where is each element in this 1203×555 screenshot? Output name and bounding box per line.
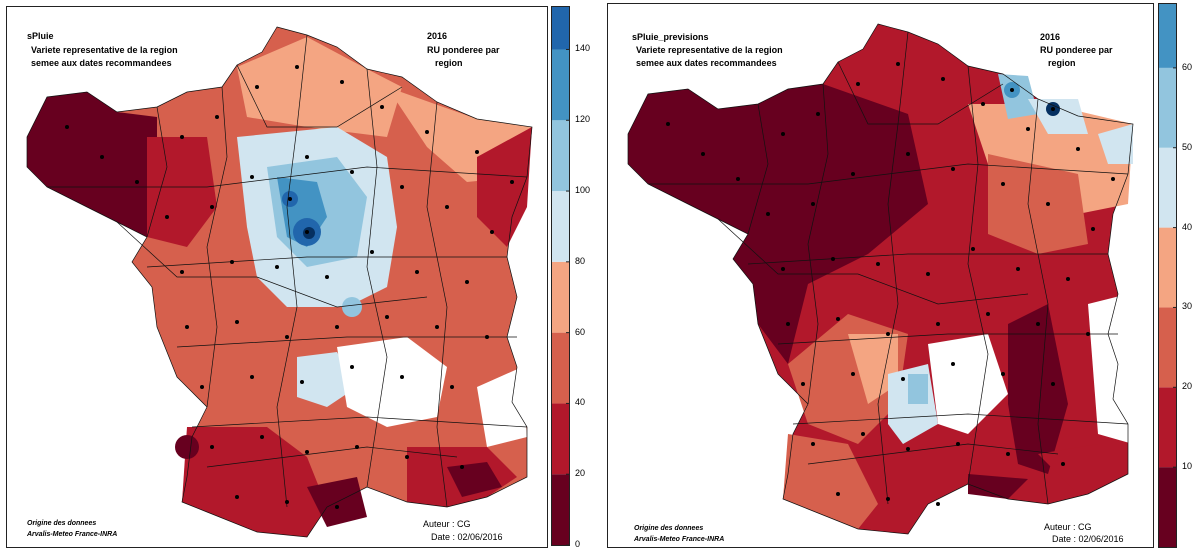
legend-tick-label: 40 <box>575 397 586 408</box>
data-source-1: Origine des donnees <box>27 520 97 527</box>
legend-color-step <box>1159 147 1176 228</box>
date-label: Date : 02/06/2016 <box>1052 534 1124 544</box>
map-ru-label-2: region <box>435 58 463 68</box>
data-source-2: Arvalis-Meteo France-INRA <box>634 536 725 543</box>
data-source-1: Origine des donnees <box>634 525 704 532</box>
legend-color-step <box>1159 4 1176 68</box>
legend-color-step <box>1159 67 1176 148</box>
map-year: 2016 <box>1040 32 1061 42</box>
legend-tick-label: 20 <box>1182 381 1193 392</box>
legend-tick-label: 10 <box>1182 461 1193 472</box>
legend-color-step <box>552 261 569 333</box>
author-label: Auteur : CG <box>423 519 471 529</box>
legend-color-step <box>1159 307 1176 388</box>
author-label: Auteur : CG <box>1044 522 1092 532</box>
legend-color-step <box>1159 387 1176 468</box>
map-subtitle-1: Variete representative de la region <box>636 45 783 55</box>
legend-colorbar <box>1158 3 1177 548</box>
legend-tick-label: 20 <box>575 468 586 479</box>
legend-color-step <box>552 49 569 121</box>
legend-color-step <box>552 120 569 192</box>
map-frame: sPluie_previsions Variete representative… <box>607 3 1154 548</box>
legend-tick-label: 140 <box>575 43 591 54</box>
legend-color-step <box>552 332 569 404</box>
legend-color-step <box>552 403 569 475</box>
legend-color-step <box>1159 467 1176 547</box>
legend-color-step <box>1159 227 1176 308</box>
map-subtitle-1: Variete representative de la region <box>31 45 178 55</box>
map-variable-title: sPluie_previsions <box>632 32 709 42</box>
legend-tick-label: 40 <box>1182 221 1193 232</box>
legend-tick-label: 100 <box>575 185 591 196</box>
legend-tick-label: 60 <box>575 326 586 337</box>
legend-color-step <box>552 7 569 50</box>
legend-tick-label: 50 <box>1182 141 1193 152</box>
legend-colorbar <box>551 6 570 546</box>
legend-color-step <box>552 191 569 262</box>
map-ru-label-1: RU ponderee par <box>1040 45 1113 55</box>
data-source-2: Arvalis-Meteo France-INRA <box>27 531 118 538</box>
legend-tick-label: 0 <box>575 539 581 549</box>
date-label: Date : 02/06/2016 <box>431 532 503 542</box>
map-panel-spluie: sPluie Variete representative de la regi… <box>0 0 590 555</box>
france-rainfall-map <box>26 26 533 538</box>
legend-tick-label: 30 <box>1182 301 1193 312</box>
map-ru-label-1: RU ponderee par <box>427 45 500 55</box>
map-subtitle-2: semee aux dates recommandees <box>31 58 172 68</box>
map-frame: sPluie Variete representative de la regi… <box>6 6 548 548</box>
legend-colorbar-svg <box>1159 4 1176 547</box>
france-rainfall-forecast-map <box>627 23 1134 535</box>
legend-color-step <box>552 474 569 545</box>
legend-colorbar-svg <box>552 7 569 545</box>
map-ru-label-2: region <box>1048 58 1076 68</box>
map-year: 2016 <box>427 31 448 41</box>
map-panel-spluie-previsions: sPluie_previsions Variete representative… <box>605 0 1203 555</box>
legend-tick-label: 120 <box>575 114 591 125</box>
legend-tick-label: 80 <box>575 255 586 266</box>
map-subtitle-2: semee aux dates recommandees <box>636 58 777 68</box>
legend-tick-label: 60 <box>1182 61 1193 72</box>
map-variable-title: sPluie <box>27 31 54 41</box>
